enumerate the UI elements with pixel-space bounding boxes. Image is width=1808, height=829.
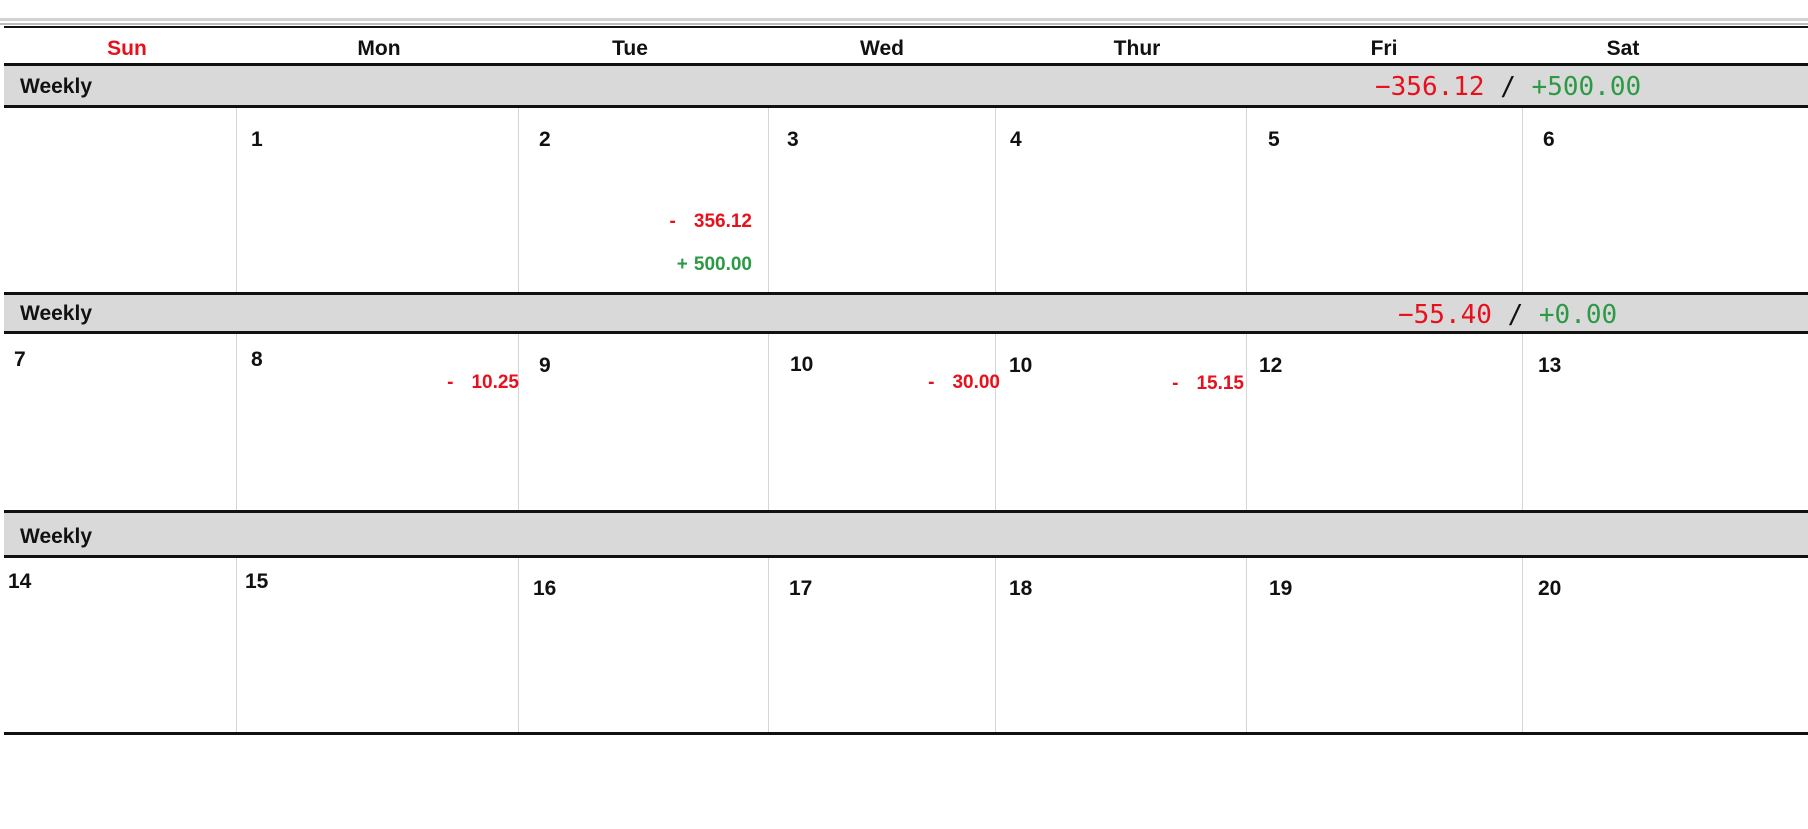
transaction-expense[interactable]: -10.25: [447, 372, 519, 393]
day-divider: [995, 558, 996, 734]
weekly-totals: −356.12 / +500.00: [1375, 72, 1641, 102]
day-divider: [1246, 334, 1247, 510]
day-divider: [995, 334, 996, 510]
day-cell-8[interactable]: 8: [251, 348, 263, 371]
weekly-totals: −55.40 / +0.00: [1398, 300, 1617, 330]
weekly-summary-bar[interactable]: Weekly: [4, 510, 1808, 558]
calendar-bottom-border: [4, 732, 1808, 735]
day-divider: [518, 558, 519, 734]
week-row: 1 2 3 4 5 6 -356.12 +500.00: [4, 108, 1808, 292]
weekday-header: Sun Mon Tue Wed Thur Fri Sat: [4, 26, 1808, 66]
day-divider: [518, 108, 519, 292]
weekday-thur: Thur: [1113, 37, 1161, 60]
day-cell-9[interactable]: 9: [539, 354, 551, 377]
day-cell-16[interactable]: 16: [533, 577, 557, 600]
weekly-total-income: +500.00: [1531, 72, 1642, 102]
day-divider: [518, 334, 519, 510]
weekday-sun: Sun: [107, 37, 147, 60]
day-cell-4[interactable]: 4: [1010, 128, 1022, 151]
day-divider: [236, 108, 237, 292]
day-cell-11[interactable]: 10: [1009, 354, 1033, 377]
day-divider: [768, 334, 769, 510]
weekday-mon: Mon: [357, 37, 401, 60]
day-cell-1[interactable]: 1: [251, 128, 263, 151]
weekly-total-expense: −356.12: [1375, 72, 1485, 102]
totals-separator: /: [1507, 300, 1524, 330]
day-cell-5[interactable]: 5: [1268, 128, 1280, 151]
weekday-wed: Wed: [860, 37, 904, 60]
day-divider: [768, 558, 769, 734]
day-cell-14[interactable]: 14: [8, 570, 32, 593]
day-cell-12[interactable]: 12: [1259, 354, 1283, 377]
day-divider: [1246, 558, 1247, 734]
day-divider: [995, 108, 996, 292]
weekly-summary-bar[interactable]: Weekly −55.40 / +0.00: [4, 292, 1808, 334]
top-toolbar-edge: [0, 18, 1808, 25]
weekly-total-income: +0.00: [1538, 300, 1618, 330]
weekly-total-expense: −55.40: [1398, 300, 1492, 330]
day-divider: [1522, 558, 1523, 734]
day-cell-6[interactable]: 6: [1543, 128, 1555, 151]
transaction-expense[interactable]: -30.00: [928, 372, 1000, 393]
day-cell-20[interactable]: 20: [1538, 577, 1562, 600]
day-cell-10[interactable]: 10: [790, 353, 814, 376]
day-divider: [1522, 108, 1523, 292]
day-cell-18[interactable]: 18: [1009, 577, 1033, 600]
day-divider: [236, 334, 237, 510]
day-cell-19[interactable]: 19: [1269, 577, 1293, 600]
weekly-summary-bar[interactable]: Weekly −356.12 / +500.00: [4, 66, 1808, 108]
weekly-label: Weekly: [20, 525, 92, 548]
day-divider: [768, 108, 769, 292]
week-row: 7 8 9 10 10 12 13 -10.25 -30.00 -15.15: [4, 334, 1808, 510]
week-row: 14 15 16 17 18 19 20: [4, 558, 1808, 734]
weekly-label: Weekly: [20, 302, 92, 325]
day-divider: [236, 558, 237, 734]
weekly-label: Weekly: [20, 75, 92, 98]
day-divider: [1246, 108, 1247, 292]
transaction-expense[interactable]: -15.15: [1172, 373, 1244, 394]
day-cell-7[interactable]: 7: [14, 348, 26, 371]
weekday-fri: Fri: [1370, 37, 1398, 60]
day-cell-2[interactable]: 2: [539, 128, 551, 151]
day-divider: [1522, 334, 1523, 510]
day-cell-17[interactable]: 17: [789, 577, 813, 600]
transaction-expense[interactable]: -356.12: [669, 211, 752, 232]
weekday-tue: Tue: [612, 37, 648, 60]
day-cell-15[interactable]: 15: [245, 570, 269, 593]
transaction-income[interactable]: +500.00: [676, 254, 752, 275]
day-cell-13[interactable]: 13: [1538, 354, 1562, 377]
day-cell-3[interactable]: 3: [787, 128, 799, 151]
weekday-sat: Sat: [1606, 37, 1640, 60]
totals-separator: /: [1500, 72, 1516, 102]
